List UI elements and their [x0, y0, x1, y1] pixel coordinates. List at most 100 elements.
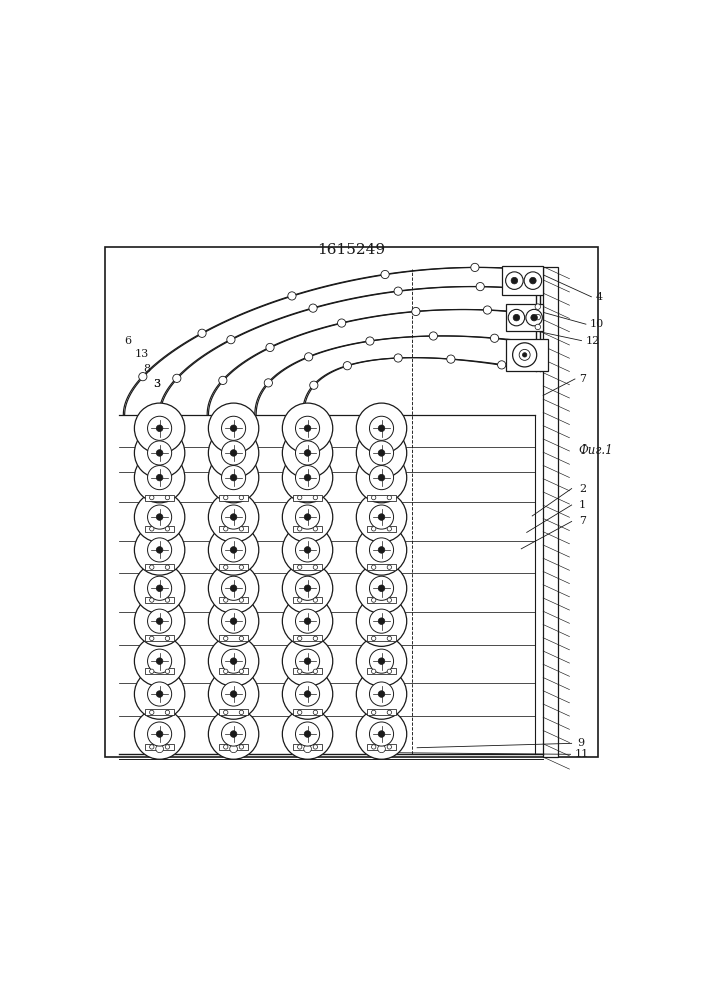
- Circle shape: [387, 710, 392, 715]
- Text: 6: 6: [124, 336, 131, 346]
- Circle shape: [356, 563, 407, 613]
- Circle shape: [223, 669, 228, 673]
- Bar: [367, 526, 396, 532]
- Circle shape: [150, 527, 154, 531]
- Circle shape: [378, 658, 385, 664]
- Circle shape: [447, 355, 455, 363]
- Circle shape: [304, 547, 311, 553]
- Circle shape: [298, 495, 302, 500]
- Circle shape: [223, 745, 228, 749]
- Circle shape: [148, 609, 172, 633]
- Circle shape: [223, 598, 228, 602]
- Circle shape: [165, 636, 170, 641]
- Circle shape: [223, 527, 228, 531]
- Circle shape: [526, 309, 542, 326]
- Circle shape: [356, 596, 407, 646]
- Circle shape: [506, 272, 523, 289]
- Bar: [367, 709, 396, 715]
- Circle shape: [221, 682, 245, 706]
- Circle shape: [230, 474, 237, 481]
- Circle shape: [221, 722, 245, 746]
- Circle shape: [524, 272, 542, 289]
- Circle shape: [313, 495, 317, 500]
- Circle shape: [134, 709, 185, 759]
- Circle shape: [484, 306, 491, 314]
- Circle shape: [508, 309, 525, 326]
- Circle shape: [356, 428, 407, 478]
- Circle shape: [134, 452, 185, 503]
- Circle shape: [230, 425, 237, 432]
- Bar: [219, 744, 248, 750]
- Circle shape: [230, 745, 238, 753]
- Circle shape: [148, 466, 172, 490]
- Circle shape: [356, 452, 407, 503]
- Circle shape: [370, 466, 394, 490]
- Text: 7: 7: [579, 516, 586, 526]
- Circle shape: [304, 425, 311, 432]
- Circle shape: [150, 495, 154, 500]
- Circle shape: [223, 495, 228, 500]
- Circle shape: [378, 745, 385, 753]
- Circle shape: [370, 609, 394, 633]
- Circle shape: [370, 538, 394, 562]
- Circle shape: [371, 565, 376, 569]
- Circle shape: [513, 314, 520, 321]
- Text: 1: 1: [579, 500, 586, 510]
- Circle shape: [371, 495, 376, 500]
- Circle shape: [411, 307, 420, 316]
- Circle shape: [230, 450, 237, 456]
- Circle shape: [304, 450, 311, 456]
- Circle shape: [298, 669, 302, 673]
- Circle shape: [296, 609, 320, 633]
- Bar: [146, 744, 174, 750]
- Circle shape: [491, 334, 498, 342]
- Circle shape: [165, 745, 170, 749]
- Circle shape: [511, 277, 518, 284]
- Circle shape: [370, 505, 394, 529]
- Circle shape: [223, 710, 228, 715]
- Circle shape: [209, 525, 259, 575]
- Bar: [219, 597, 248, 603]
- Circle shape: [198, 329, 206, 337]
- Circle shape: [282, 709, 333, 759]
- Circle shape: [305, 353, 312, 361]
- Text: 2: 2: [579, 484, 586, 494]
- Circle shape: [150, 598, 154, 602]
- Circle shape: [156, 691, 163, 697]
- Circle shape: [282, 669, 333, 719]
- Circle shape: [230, 514, 237, 520]
- Circle shape: [371, 598, 376, 602]
- Circle shape: [230, 691, 237, 697]
- Circle shape: [165, 527, 170, 531]
- Circle shape: [298, 745, 302, 749]
- Circle shape: [150, 565, 154, 569]
- Circle shape: [209, 452, 259, 503]
- Circle shape: [378, 691, 385, 697]
- Bar: [218, 744, 249, 754]
- Circle shape: [239, 565, 244, 569]
- Circle shape: [429, 332, 438, 340]
- Circle shape: [296, 466, 320, 490]
- Bar: [293, 526, 322, 532]
- Circle shape: [498, 361, 506, 369]
- Circle shape: [370, 416, 394, 440]
- Circle shape: [282, 403, 333, 453]
- Circle shape: [148, 505, 172, 529]
- Bar: [367, 597, 396, 603]
- Circle shape: [387, 745, 392, 749]
- Circle shape: [230, 547, 237, 553]
- Circle shape: [148, 722, 172, 746]
- Circle shape: [378, 547, 385, 553]
- Circle shape: [387, 598, 392, 602]
- Text: Фиг.1: Фиг.1: [579, 444, 614, 457]
- Text: 11: 11: [574, 749, 589, 759]
- Circle shape: [230, 585, 237, 592]
- Bar: [144, 744, 175, 754]
- Circle shape: [371, 527, 376, 531]
- Circle shape: [223, 565, 228, 569]
- Circle shape: [356, 709, 407, 759]
- Circle shape: [304, 474, 311, 481]
- Circle shape: [156, 425, 163, 432]
- Circle shape: [356, 525, 407, 575]
- Circle shape: [370, 441, 394, 465]
